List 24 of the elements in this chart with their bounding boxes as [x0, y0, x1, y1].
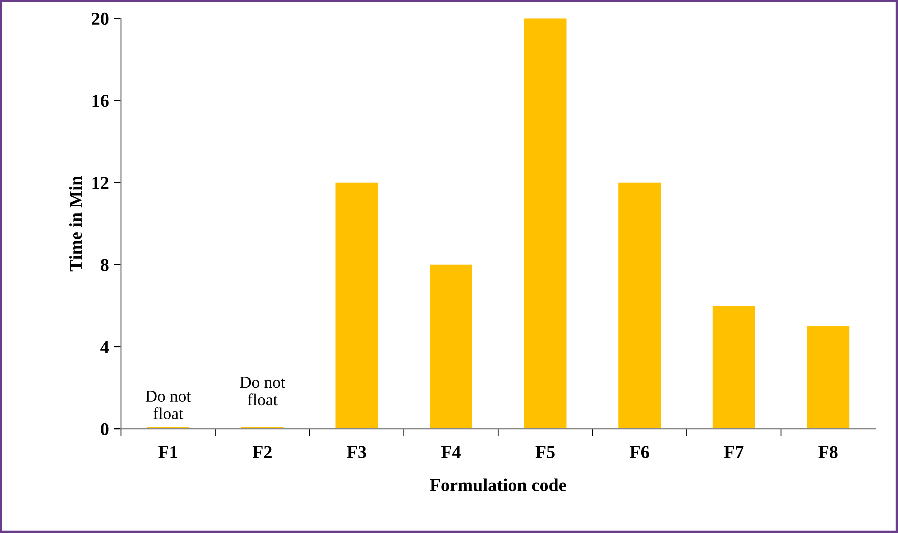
- bar: [712, 306, 756, 430]
- annotation: Do not float: [146, 390, 192, 420]
- x-tick-label: F3: [347, 446, 366, 458]
- bar: [430, 264, 472, 430]
- y-axis-title: Time in Min: [69, 176, 82, 272]
- x-tick-label: F5: [536, 446, 555, 458]
- bar: [524, 18, 567, 430]
- bar: [336, 182, 378, 430]
- x-tick-label: F1: [158, 446, 178, 458]
- y-tick-label: 0: [101, 423, 109, 436]
- bar: [618, 182, 662, 430]
- y-tick-label: 8: [101, 259, 109, 272]
- bar: [807, 326, 850, 430]
- x-axis-title: Formulation code: [430, 478, 566, 492]
- x-tick-label: F4: [442, 446, 461, 458]
- annotation: Do not float: [240, 377, 286, 406]
- x-tick-label: F8: [818, 446, 838, 458]
- x-tick-label: F6: [630, 446, 650, 458]
- y-tick-label: 4: [100, 341, 110, 354]
- y-tick-label: 16: [92, 95, 109, 108]
- x-tick-label: F2: [252, 446, 272, 458]
- y-tick-label: 12: [92, 177, 109, 190]
- y-tick-label: 20: [92, 12, 109, 26]
- x-tick-label: F7: [724, 446, 744, 458]
